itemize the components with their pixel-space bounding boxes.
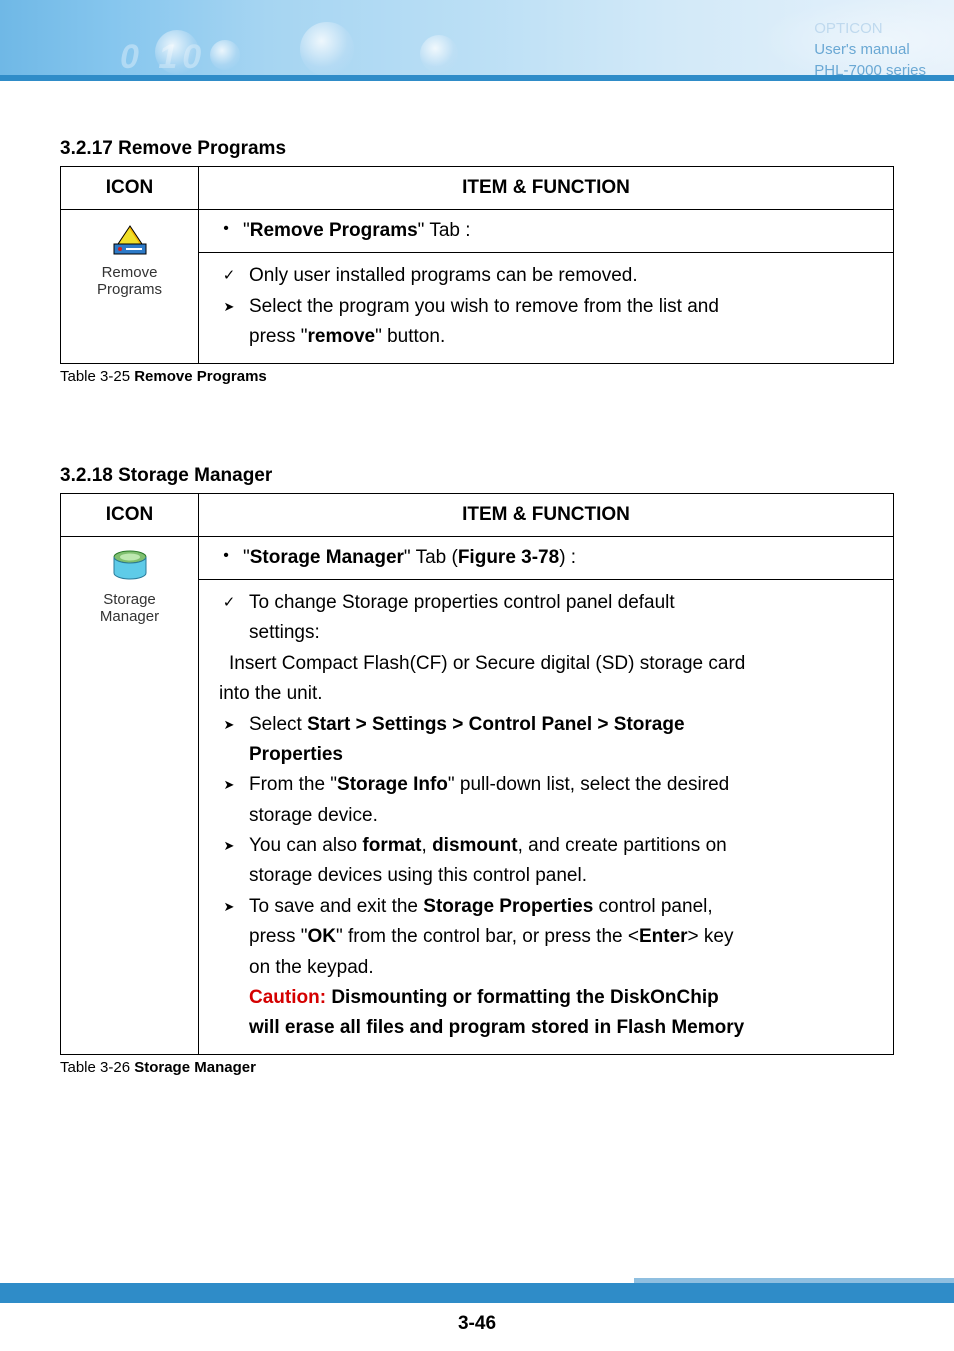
section-title-storage-manager: 3.2.18 Storage Manager — [60, 465, 894, 487]
table-header-icon: ICON — [61, 167, 199, 210]
bullet-icon: • — [209, 216, 243, 242]
arrow-icon: ➤ — [209, 831, 249, 857]
banner-circle-decor — [155, 30, 199, 74]
storage-arr4-l1: To save and exit the Storage Properties … — [249, 892, 883, 922]
remove-programs-icon — [108, 220, 152, 260]
storage-arr2: From the "Storage Info" pull-down list, … — [249, 770, 883, 800]
section-title-remove-programs: 3.2.17 Remove Programs — [60, 138, 894, 160]
icon-cell-storage-manager: Storage Manager — [61, 536, 199, 1054]
tab-title-cell: • "Remove Programs" Tab : — [199, 210, 894, 253]
arrow-icon: ➤ — [209, 770, 249, 796]
storage-chk1a: To change Storage properties control pan… — [249, 588, 883, 618]
table-caption-remove-programs: Table 3-25 Remove Programs — [60, 368, 894, 385]
icon-label-remove-programs: Remove Programs — [97, 264, 162, 298]
storage-into: into the unit. — [209, 679, 883, 709]
banner-circle-decor — [210, 40, 240, 70]
function-body-cell: ✓ To change Storage properties control p… — [199, 579, 894, 1054]
storage-arr1: Select Start > Settings > Control Panel … — [249, 710, 883, 740]
storage-tab-title: "Storage Manager" Tab (Figure 3-78) : — [243, 543, 883, 573]
function-body-cell: ✓ Only user installed programs can be re… — [199, 253, 894, 363]
icon-cell-remove-programs: Remove Programs — [61, 210, 199, 364]
banner-series: PHL-7000 series — [814, 60, 926, 75]
remove-programs-line2b: press "remove" button. — [209, 322, 883, 352]
table-header-icon: ICON — [61, 493, 199, 536]
banner-background: 0 10 OPTICON User's manual PHL-7000 seri… — [0, 0, 954, 75]
storage-insert: Insert Compact Flash(CF) or Secure digit… — [209, 649, 883, 679]
banner-info-block: OPTICON User's manual PHL-7000 series — [814, 18, 926, 75]
tab-title-text: "Remove Programs" Tab : — [243, 216, 883, 246]
remove-programs-line1: Only user installed programs can be remo… — [249, 261, 883, 291]
storage-arr2-cont: storage device. — [209, 801, 883, 831]
table-header-function: ITEM & FUNCTION — [199, 493, 894, 536]
banner-company: OPTICON — [814, 18, 926, 39]
tab-title-cell: • "Storage Manager" Tab (Figure 3-78) : — [199, 536, 894, 579]
page-content: 3.2.17 Remove Programs ICON ITEM & FUNCT… — [0, 110, 954, 1076]
table-header-function: ITEM & FUNCTION — [199, 167, 894, 210]
storage-arr4-l3: on the keypad. — [209, 953, 883, 983]
icon-label-storage-manager: Storage Manager — [100, 591, 159, 625]
storage-manager-table: ICON ITEM & FUNCTION Storage Manager — [60, 493, 894, 1055]
storage-caution-l1: Caution: Dismounting or formatting the D… — [209, 983, 883, 1013]
banner-circle-decor — [300, 22, 354, 75]
footer-accent-bar — [0, 1283, 954, 1303]
page-number: 3-46 — [0, 1313, 954, 1335]
arrow-icon: ➤ — [209, 710, 249, 736]
storage-manager-icon — [108, 547, 152, 587]
banner-doc-type: User's manual — [814, 39, 926, 60]
table-caption-storage-manager: Table 3-26 Storage Manager — [60, 1059, 894, 1076]
banner-spacer — [0, 81, 954, 110]
storage-chk1b: settings: — [209, 618, 883, 648]
storage-arr4-l2: press "OK" from the control bar, or pres… — [209, 922, 883, 952]
storage-caution-l2: will erase all files and program stored … — [209, 1013, 883, 1043]
checkmark-icon: ✓ — [209, 261, 249, 288]
checkmark-icon: ✓ — [209, 588, 249, 615]
arrow-icon: ➤ — [209, 292, 249, 318]
storage-arr3-cont: storage devices using this control panel… — [209, 861, 883, 891]
arrow-icon: ➤ — [209, 892, 249, 918]
storage-arr3: You can also format, dismount, and creat… — [249, 831, 883, 861]
remove-programs-table: ICON ITEM & FUNCTION Remove Programs — [60, 166, 894, 364]
header-banner: 0 10 OPTICON User's manual PHL-7000 seri… — [0, 0, 954, 110]
storage-arr1-cont: Properties — [209, 740, 883, 770]
remove-programs-line2a: Select the program you wish to remove fr… — [249, 292, 883, 322]
banner-circle-decor — [420, 35, 458, 73]
bullet-icon: • — [209, 543, 243, 569]
